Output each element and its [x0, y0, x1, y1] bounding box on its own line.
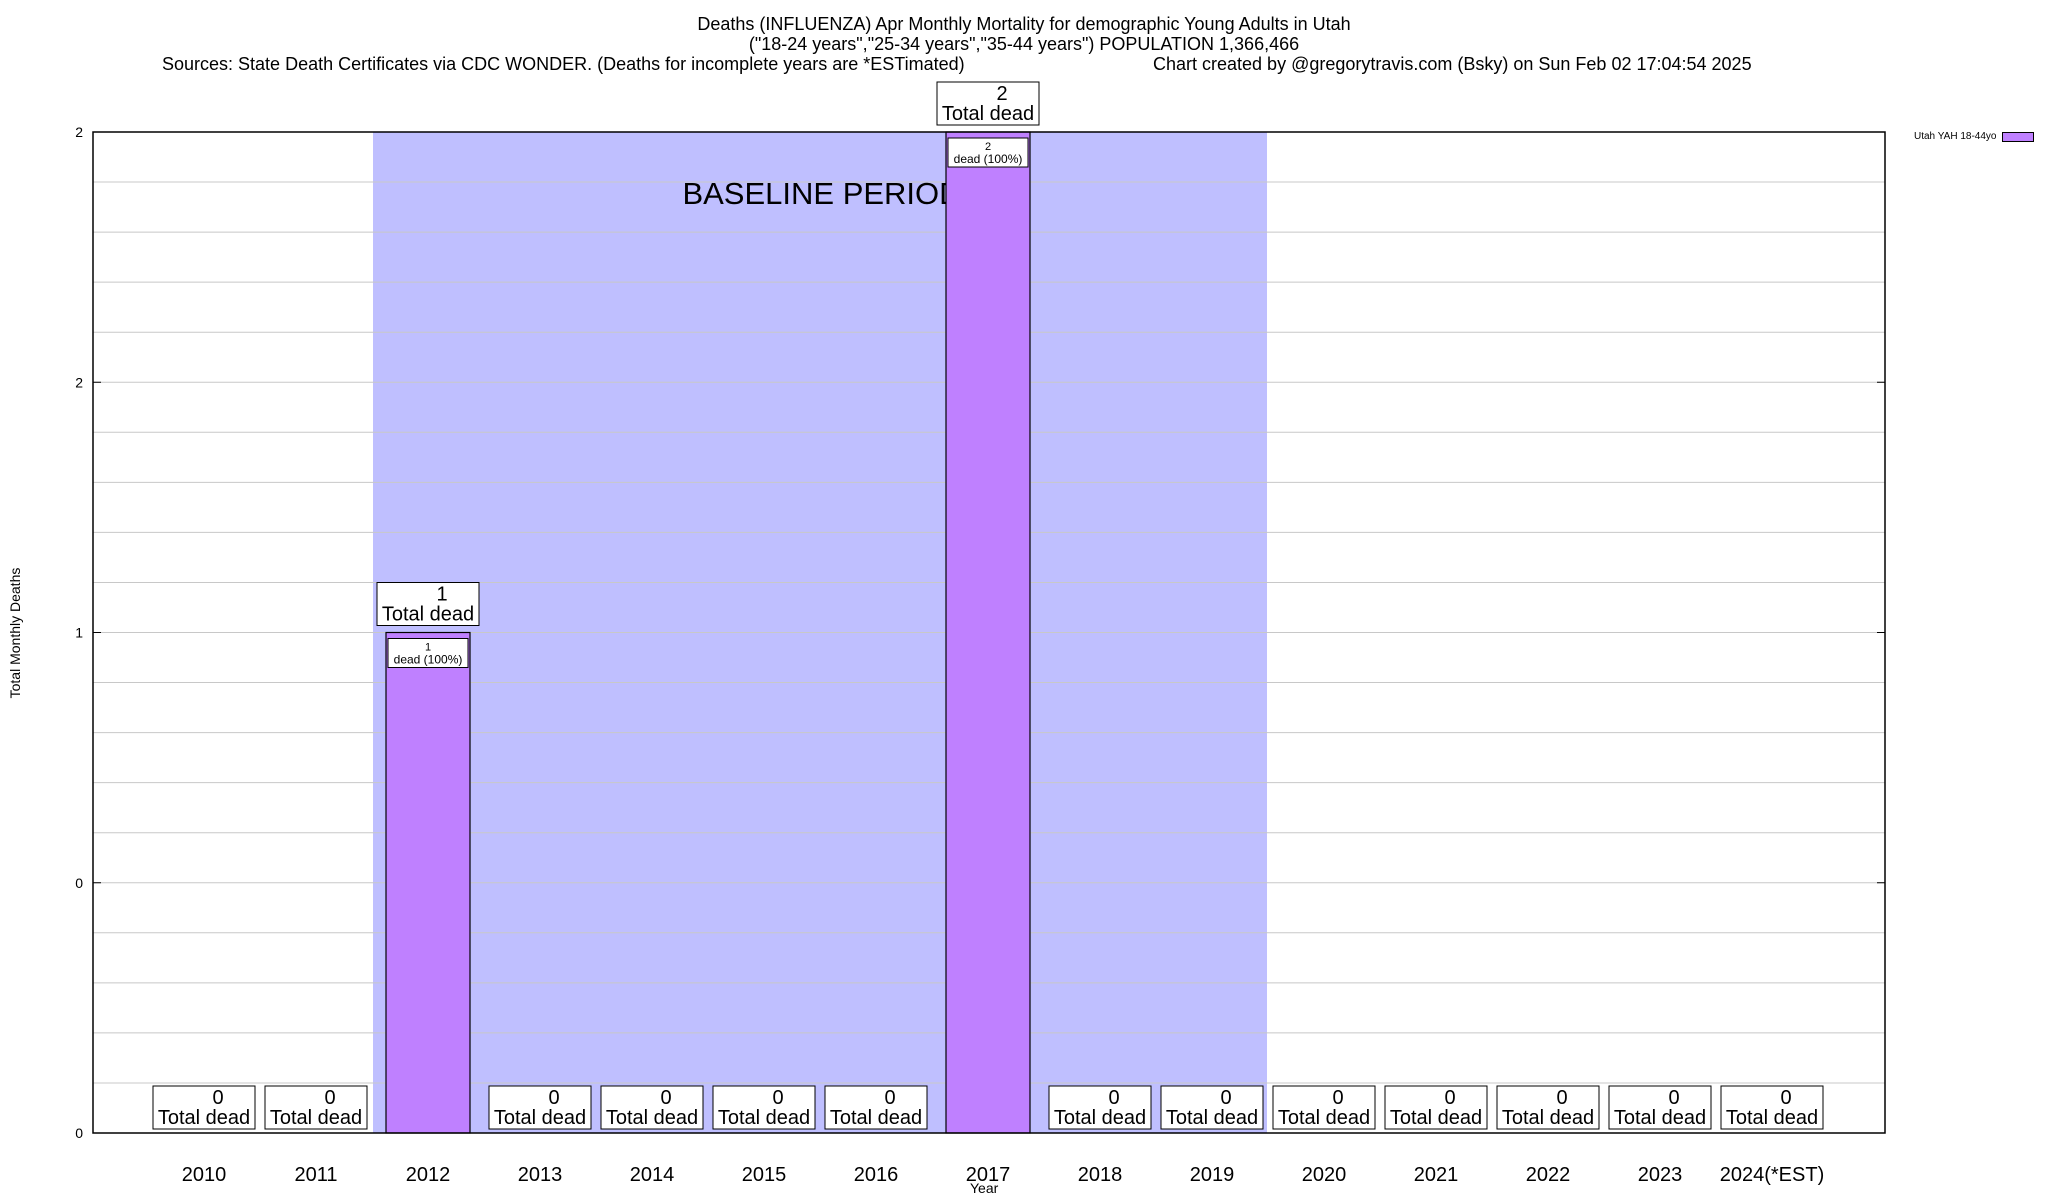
total-value: 0 — [660, 1087, 671, 1109]
total-value: 0 — [1556, 1087, 1567, 1109]
total-value: 0 — [772, 1087, 783, 1109]
y-tick-label: 2 — [75, 374, 83, 390]
bar-inner-text: dead (100%) — [954, 152, 1023, 166]
total-label-box — [824, 1085, 928, 1130]
total-value: 0 — [1332, 1087, 1343, 1109]
total-text: Total dead — [382, 604, 474, 626]
total-text: Total dead — [494, 1107, 586, 1129]
x-tick-label: 2012 — [406, 1164, 451, 1186]
x-tick-label: 2010 — [182, 1164, 227, 1186]
chart-title: Deaths (INFLUENZA) Apr Monthly Mortality… — [697, 14, 1351, 34]
total-label-box — [936, 81, 1040, 126]
x-tick-label: 2020 — [1302, 1164, 1347, 1186]
x-tick-label: 2013 — [518, 1164, 563, 1186]
total-value: 0 — [1780, 1087, 1791, 1109]
x-tick-label: 2015 — [742, 1164, 787, 1186]
x-tick-label: 2023 — [1638, 1164, 1683, 1186]
plot-frame — [92, 131, 1886, 1134]
y-tick-label: 1 — [75, 625, 83, 641]
total-text: Total dead — [1502, 1107, 1594, 1129]
total-label-box — [1720, 1085, 1824, 1130]
y-tick-label: 0 — [75, 875, 83, 891]
total-text: Total dead — [1054, 1107, 1146, 1129]
total-label-box — [1272, 1085, 1376, 1130]
total-text: Total dead — [1278, 1107, 1370, 1129]
total-label-box — [1160, 1085, 1264, 1130]
bar-inner-value: 2 — [985, 141, 991, 153]
x-axis-label: Year — [970, 1180, 999, 1196]
total-value: 0 — [324, 1087, 335, 1109]
x-tick-label: 2019 — [1190, 1164, 1235, 1186]
chart-credit: Chart created by @gregorytravis.com (Bsk… — [1153, 54, 1752, 74]
total-value: 0 — [1220, 1087, 1231, 1109]
x-tick-label: 2022 — [1526, 1164, 1571, 1186]
total-value: 0 — [1668, 1087, 1679, 1109]
chart-subtitle: ("18-24 years","25-34 years","35-44 year… — [748, 34, 1300, 54]
total-value: 0 — [212, 1087, 223, 1109]
total-value: 0 — [884, 1087, 895, 1109]
y-axis-label: Total Monthly Deaths — [7, 567, 23, 699]
total-label-box — [1048, 1085, 1152, 1130]
x-tick-label: 2021 — [1414, 1164, 1459, 1186]
total-value: 0 — [1444, 1087, 1455, 1109]
total-text: Total dead — [1166, 1107, 1258, 1129]
total-value: 0 — [548, 1087, 559, 1109]
y-tick-label: 0 — [75, 1125, 83, 1141]
y-tick-label: 2 — [75, 124, 83, 140]
x-tick-label: 2014 — [630, 1164, 675, 1186]
total-text: Total dead — [942, 103, 1034, 125]
total-text: Total dead — [158, 1107, 250, 1129]
bar — [945, 131, 1031, 1134]
bar-inner-label-box — [947, 137, 1029, 168]
total-label-box — [1384, 1085, 1488, 1130]
total-label-box — [264, 1085, 368, 1130]
x-tick-label: 2011 — [294, 1164, 337, 1186]
total-text: Total dead — [1614, 1107, 1706, 1129]
bar — [385, 631, 471, 1134]
bar-inner-text: dead (100%) — [394, 653, 463, 667]
chart-sources: Sources: State Death Certificates via CD… — [162, 54, 965, 74]
total-label-box — [600, 1085, 704, 1130]
total-text: Total dead — [606, 1107, 698, 1129]
x-tick-label: 2018 — [1078, 1164, 1123, 1186]
total-text: Total dead — [718, 1107, 810, 1129]
total-text: Total dead — [830, 1107, 922, 1129]
total-text: Total dead — [270, 1107, 362, 1129]
total-value: 2 — [996, 83, 1007, 105]
total-text: Total dead — [1390, 1107, 1482, 1129]
total-label-box — [1496, 1085, 1600, 1130]
legend: Utah YAH 18-44yo — [1914, 131, 2035, 142]
legend-label: Utah YAH 18-44yo — [1914, 131, 1997, 142]
total-label-box — [152, 1085, 256, 1130]
x-tick-label: 2016 — [854, 1164, 899, 1186]
x-tick-label: 2024(*EST) — [1720, 1164, 1825, 1186]
total-label-box — [1608, 1085, 1712, 1130]
total-text: Total dead — [1726, 1107, 1818, 1129]
total-label-box — [488, 1085, 592, 1130]
x-tick-label: 2017 — [966, 1164, 1011, 1186]
total-label-box — [712, 1085, 816, 1130]
total-label-box — [376, 582, 480, 626]
bar-inner-value: 1 — [425, 642, 431, 654]
bar-inner-label-box — [387, 638, 469, 668]
total-value: 0 — [1108, 1087, 1119, 1109]
total-value: 1 — [436, 584, 447, 606]
legend-swatch — [2002, 131, 2035, 142]
baseline-label: BASELINE PERIOD — [682, 176, 961, 211]
